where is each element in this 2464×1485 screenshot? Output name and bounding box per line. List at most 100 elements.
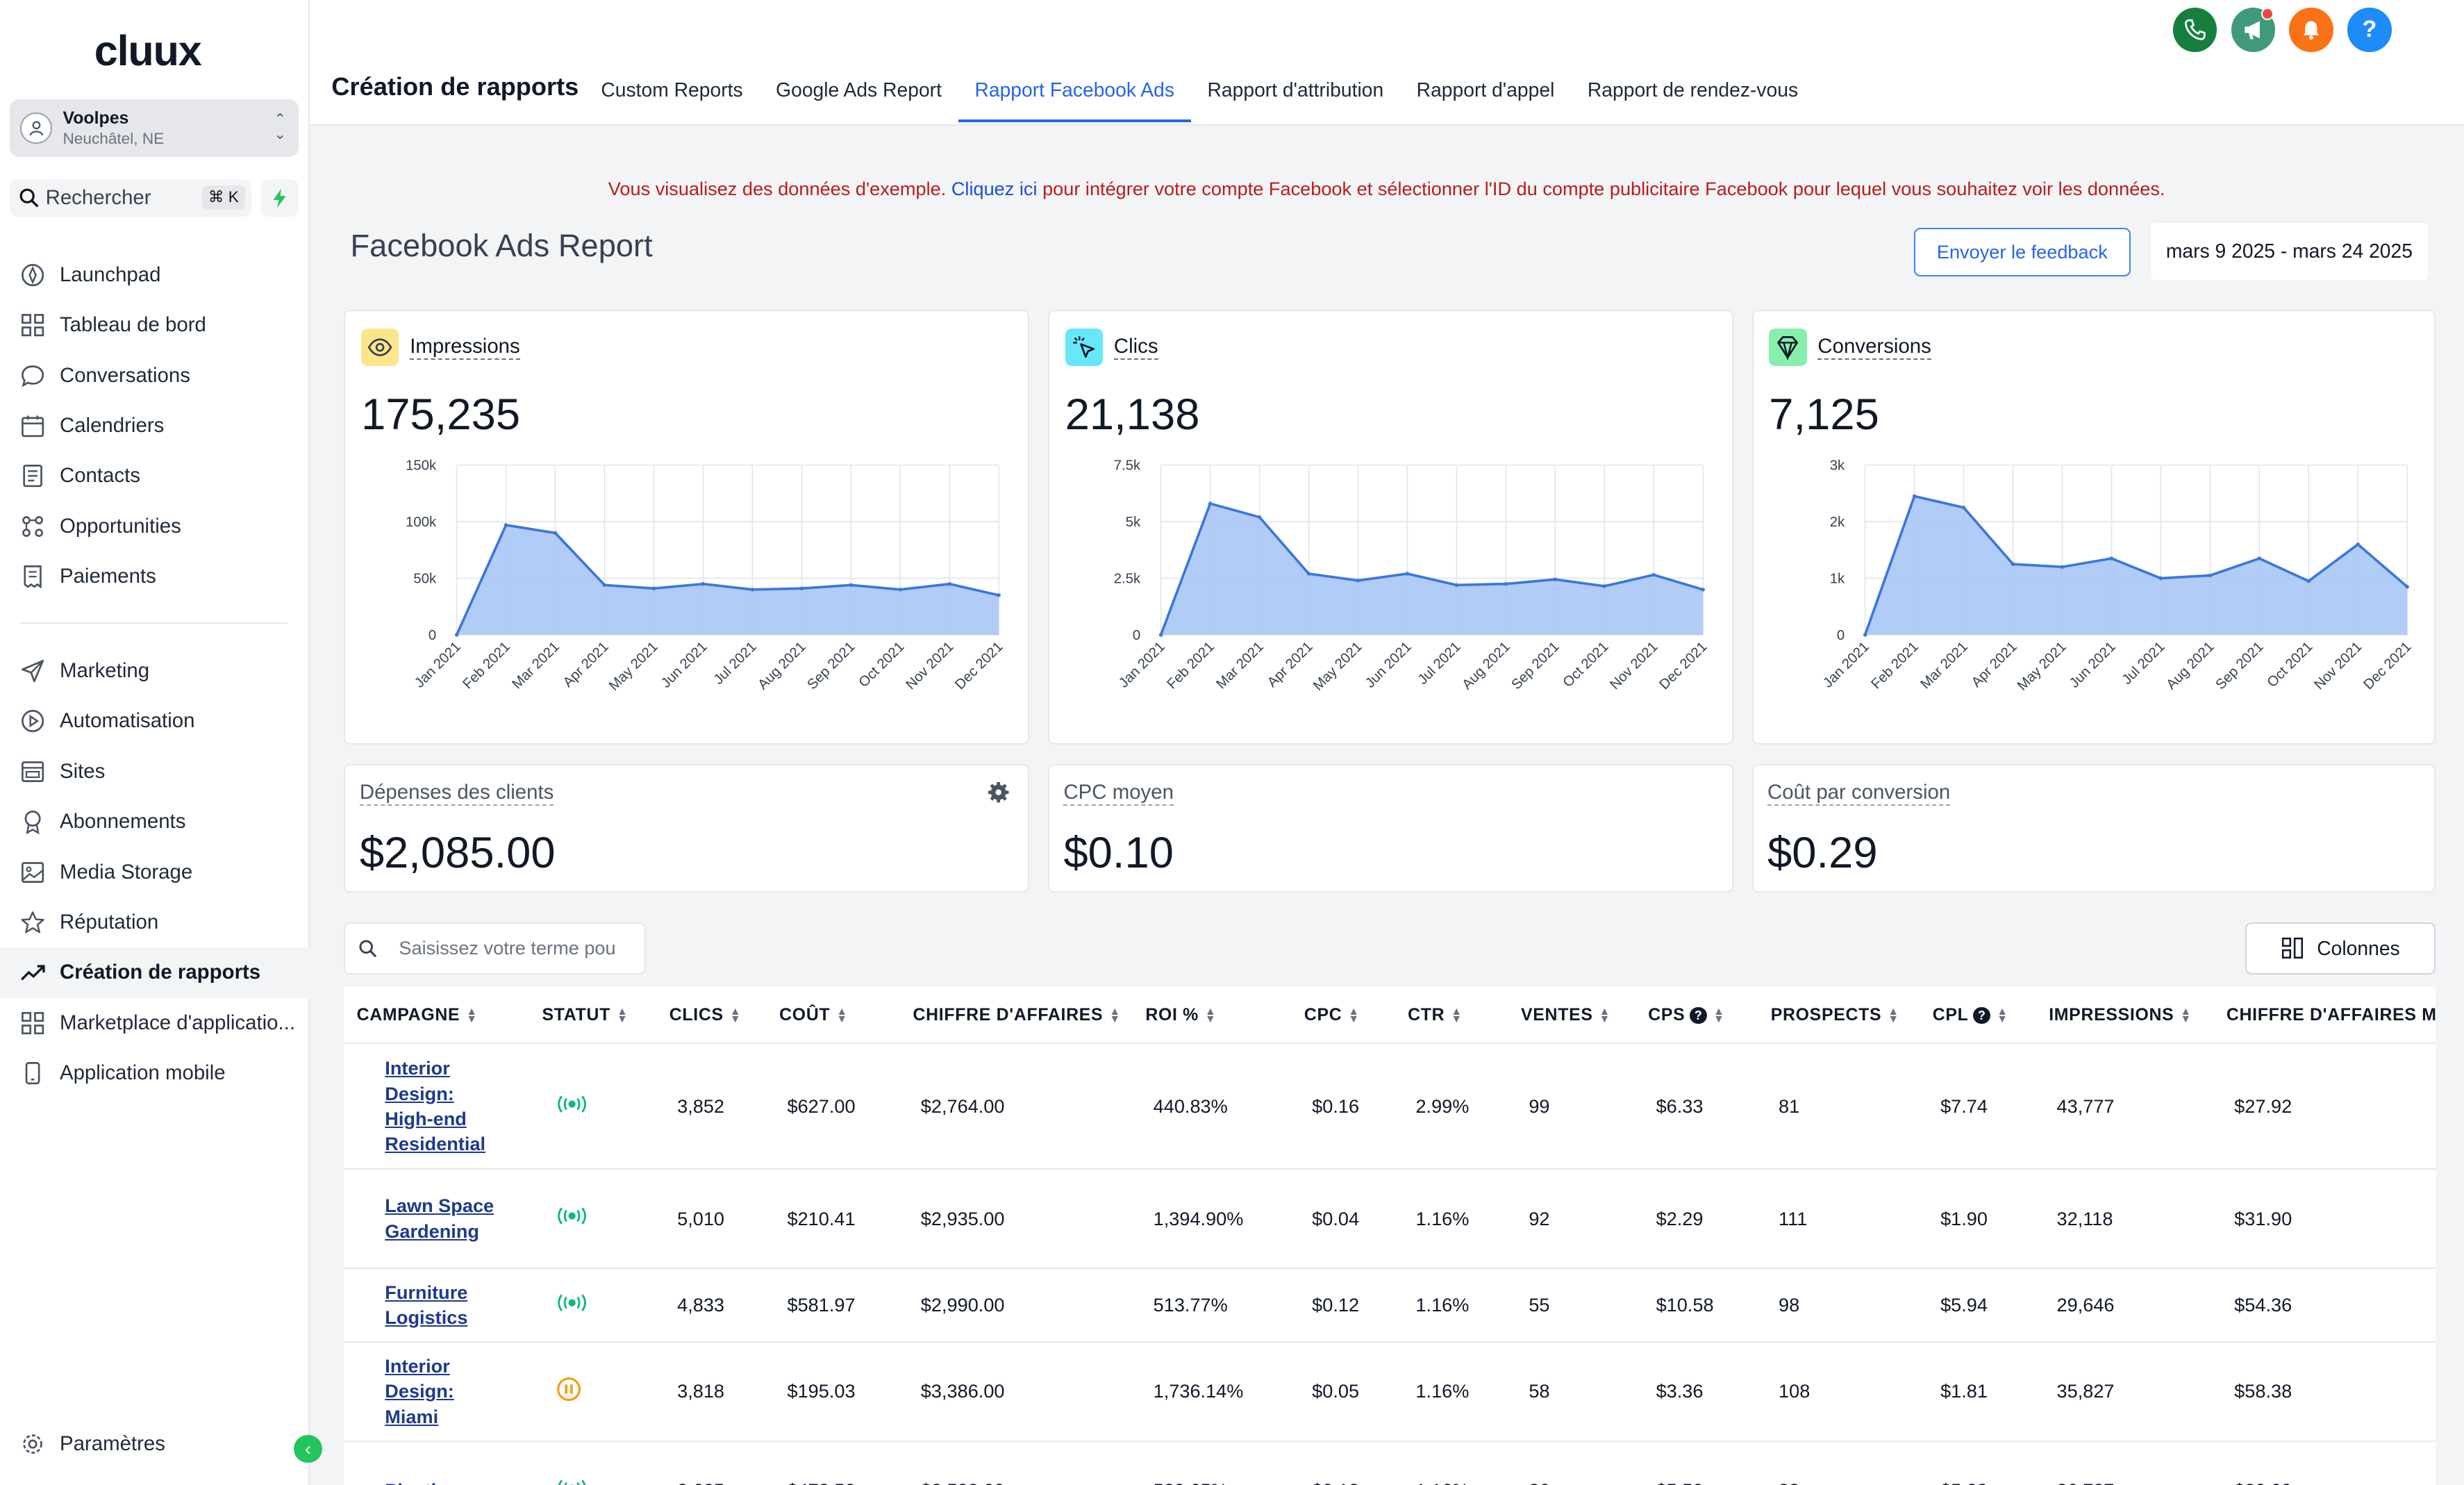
sidebar-search[interactable]: Rechercher ⌘ K [9, 179, 251, 217]
conversions-point[interactable] [2109, 556, 2113, 561]
column-header[interactable]: VENTES ▲ ▼ [1508, 986, 1636, 1044]
impressions-point[interactable] [603, 583, 607, 587]
date-range-picker[interactable]: mars 9 2025 - mars 24 2025 [2151, 223, 2428, 280]
sort-icon[interactable]: ▲ ▼ [617, 1005, 629, 1025]
clicks-point[interactable] [1504, 581, 1508, 586]
tab-call-report[interactable]: Rapport d'appel [1416, 78, 1555, 101]
sort-icon[interactable]: ▲ ▼ [729, 1005, 742, 1025]
column-header[interactable]: CAMPAGNE ▲ ▼ [344, 986, 530, 1044]
collapse-sidebar-button[interactable]: ‹ [294, 1434, 322, 1463]
impressions-point[interactable] [652, 586, 656, 590]
sort-icon[interactable]: ▲ ▼ [1888, 1005, 1899, 1025]
sort-icon[interactable]: ▲ ▼ [2180, 1005, 2192, 1025]
column-header[interactable]: ROI % ▲ ▼ [1133, 986, 1292, 1044]
sort-icon[interactable]: ▲ ▼ [1348, 1005, 1360, 1025]
sidebar-item-contacts[interactable]: Contacts [0, 451, 310, 501]
quick-action-button[interactable] [260, 179, 299, 217]
sidebar-item-conversations[interactable]: Conversations [0, 351, 310, 401]
clicks-point[interactable] [1602, 584, 1607, 588]
campaign-link[interactable]: Interior Design: Miami [385, 1355, 454, 1427]
clicks-point[interactable] [1701, 587, 1705, 592]
conversions-point[interactable] [1912, 494, 1916, 498]
help-icon[interactable]: ? [1973, 1006, 1991, 1024]
campaign-link[interactable]: Interior Design: High-end Residential [385, 1057, 486, 1154]
impressions-point[interactable] [899, 587, 903, 592]
column-header[interactable]: CPS? ▲ ▼ [1635, 986, 1758, 1044]
sidebar-item-media-storage[interactable]: Media Storage [0, 847, 310, 897]
sort-icon[interactable]: ▲ ▼ [836, 1005, 848, 1025]
impressions-point[interactable] [504, 523, 508, 527]
column-header[interactable]: PROSPECTS ▲ ▼ [1758, 986, 1920, 1044]
sort-icon[interactable]: ▲ ▼ [1451, 1005, 1463, 1025]
gear-icon[interactable] [988, 782, 1009, 803]
sidebar-item-memberships[interactable]: Abonnements [0, 797, 310, 847]
column-header[interactable]: IMPRESSIONS ▲ ▼ [2036, 986, 2214, 1044]
conversions-point[interactable] [2257, 556, 2261, 561]
tab-facebook-ads-report[interactable]: Rapport Facebook Ads [958, 63, 1191, 123]
campaign-link[interactable]: Planting [385, 1478, 498, 1485]
conversions-point[interactable] [2011, 562, 2015, 566]
conversions-point[interactable] [2306, 579, 2311, 583]
impressions-point[interactable] [751, 587, 755, 592]
sidebar-item-settings[interactable]: Paramètres [0, 1419, 310, 1469]
column-header[interactable]: STATUT ▲ ▼ [529, 986, 657, 1044]
sidebar-item-dashboard[interactable]: Tableau de bord [0, 300, 310, 350]
column-header[interactable]: CTR ▲ ▼ [1395, 986, 1508, 1044]
column-header[interactable]: CLICS ▲ ▼ [656, 986, 767, 1044]
send-feedback-button[interactable]: Envoyer le feedback [1913, 228, 2131, 277]
conversions-point[interactable] [2158, 576, 2163, 581]
sort-icon[interactable]: ▲ ▼ [1713, 1005, 1725, 1025]
tab-google-ads-report[interactable]: Google Ads Report [776, 78, 942, 101]
sidebar-item-reporting[interactable]: Création de rapports [0, 947, 310, 998]
table-search-input[interactable] [399, 937, 635, 960]
tab-appointment-report[interactable]: Rapport de rendez-vous [1587, 78, 1799, 101]
sort-icon[interactable]: ▲ ▼ [1205, 1005, 1217, 1025]
impressions-point[interactable] [947, 581, 952, 586]
conversions-point[interactable] [1863, 633, 1867, 637]
help-icon[interactable]: ? [1690, 1006, 1708, 1024]
impressions-point[interactable] [997, 593, 1001, 597]
account-switcher[interactable]: Voolpes Neuchâtel, NE ⌃ ⌄ [9, 99, 299, 158]
sidebar-item-mobile-app[interactable]: Application mobile [0, 1048, 310, 1098]
clicks-point[interactable] [1405, 572, 1410, 576]
clicks-point[interactable] [1454, 583, 1459, 587]
integrate-facebook-link[interactable]: Cliquez ici [951, 177, 1038, 199]
conversions-point[interactable] [2356, 542, 2360, 547]
clicks-point[interactable] [1159, 633, 1163, 637]
columns-button[interactable]: Colonnes [2245, 922, 2436, 974]
announcements-button[interactable] [2231, 8, 2276, 52]
sort-icon[interactable]: ▲ ▼ [1997, 1005, 2008, 1025]
sidebar-item-launchpad[interactable]: Launchpad [0, 250, 310, 300]
help-button[interactable]: ? [2347, 8, 2392, 52]
impressions-point[interactable] [553, 531, 558, 535]
column-header[interactable]: COÛT ▲ ▼ [767, 986, 901, 1044]
column-header[interactable]: CHIFFRE D'AFFAIRES ▲ ▼ [900, 986, 1133, 1044]
tab-custom-reports[interactable]: Custom Reports [601, 78, 743, 101]
sidebar-item-automation[interactable]: Automatisation [0, 696, 310, 746]
column-header[interactable]: CHIFFRE D'AFFAIRES MOY [2213, 986, 2436, 1044]
sort-icon[interactable]: ▲ ▼ [1599, 1005, 1611, 1025]
brand-logo[interactable]: cluux [94, 27, 202, 75]
sidebar-item-app-marketplace[interactable]: Marketplace d'applicatio... [0, 998, 310, 1048]
campaign-link[interactable]: Furniture Logistics [385, 1281, 468, 1328]
sidebar-item-reputation[interactable]: Réputation [0, 897, 310, 947]
clicks-point[interactable] [1257, 515, 1262, 520]
clicks-point[interactable] [1553, 577, 1558, 581]
sidebar-item-sites[interactable]: Sites [0, 747, 310, 797]
sidebar-item-payments[interactable]: Paiements [0, 551, 310, 602]
clicks-point[interactable] [1208, 501, 1213, 506]
clicks-point[interactable] [1306, 572, 1311, 576]
conversions-point[interactable] [2060, 565, 2064, 569]
column-header[interactable]: CPL? ▲ ▼ [1920, 986, 2037, 1044]
impressions-point[interactable] [701, 581, 706, 586]
phone-button[interactable] [2173, 8, 2217, 52]
impressions-point[interactable] [455, 633, 459, 637]
conversions-point[interactable] [2208, 573, 2212, 577]
sidebar-item-marketing[interactable]: Marketing [0, 646, 310, 696]
impressions-point[interactable] [800, 586, 804, 590]
conversions-point[interactable] [2405, 584, 2409, 589]
tab-attribution-report[interactable]: Rapport d'attribution [1207, 78, 1384, 101]
sidebar-item-calendars[interactable]: Calendriers [0, 401, 310, 451]
impressions-point[interactable] [849, 583, 854, 587]
clicks-point[interactable] [1651, 572, 1656, 577]
